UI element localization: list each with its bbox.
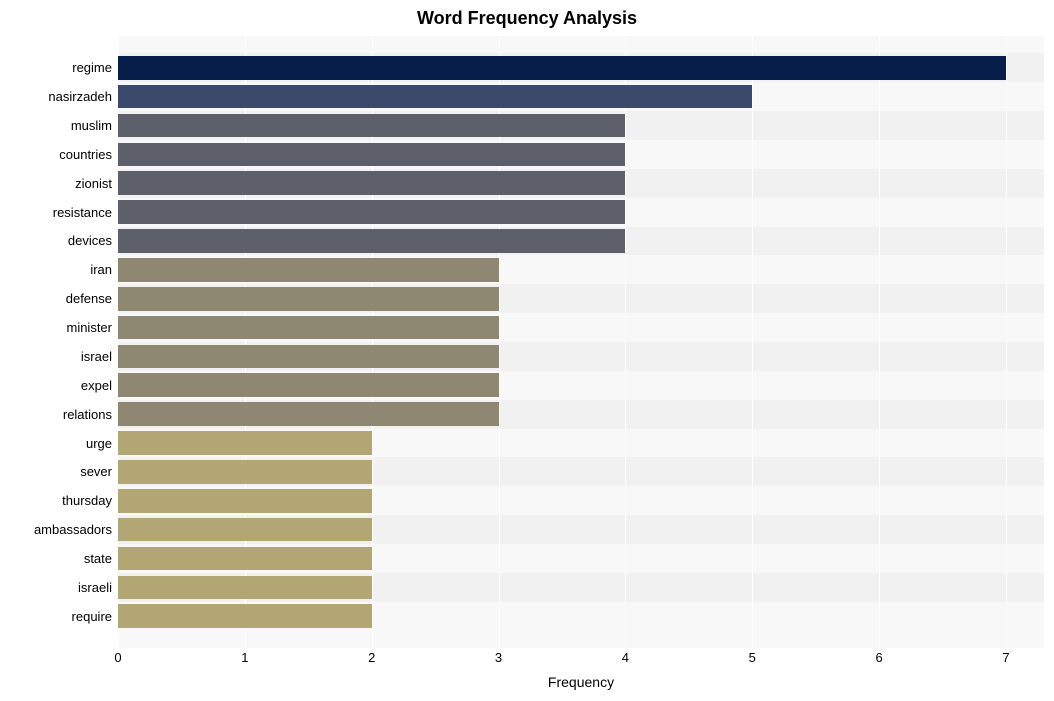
- y-tick-label: israel: [81, 349, 112, 364]
- x-gridline: [752, 36, 753, 648]
- bar: [118, 518, 372, 542]
- bar: [118, 345, 499, 369]
- bar: [118, 576, 372, 600]
- y-tick-label: expel: [81, 378, 112, 393]
- x-tick-label: 7: [1002, 650, 1009, 665]
- bar: [118, 316, 499, 340]
- y-tick-label: zionist: [75, 176, 112, 191]
- bar: [118, 200, 625, 224]
- y-tick-label: iran: [90, 262, 112, 277]
- bar: [118, 431, 372, 455]
- bar: [118, 287, 499, 311]
- x-tick-label: 4: [622, 650, 629, 665]
- y-tick-label: sever: [80, 464, 112, 479]
- y-tick-label: defense: [66, 291, 112, 306]
- bar: [118, 402, 499, 426]
- x-tick-label: 6: [875, 650, 882, 665]
- bar: [118, 56, 1006, 80]
- y-tick-label: state: [84, 551, 112, 566]
- x-gridline: [625, 36, 626, 648]
- y-tick-label: ambassadors: [34, 522, 112, 537]
- x-tick-label: 3: [495, 650, 502, 665]
- x-gridline: [879, 36, 880, 648]
- plot-area: [118, 36, 1044, 648]
- x-axis-label: Frequency: [118, 674, 1044, 690]
- y-tick-label: countries: [59, 147, 112, 162]
- bar: [118, 85, 752, 109]
- chart-title: Word Frequency Analysis: [0, 8, 1054, 29]
- x-tick-label: 0: [114, 650, 121, 665]
- y-tick-label: israeli: [78, 580, 112, 595]
- bar: [118, 171, 625, 195]
- y-tick-label: minister: [66, 320, 112, 335]
- y-axis-labels: regime nasirzadeh muslim countries zionist re…: [0, 36, 112, 648]
- bar: [118, 604, 372, 628]
- x-tick-label: 5: [749, 650, 756, 665]
- y-tick-label: resistance: [53, 205, 112, 220]
- bar: [118, 258, 499, 282]
- x-axis: Frequency 01234567: [118, 650, 1044, 700]
- y-tick-label: relations: [63, 407, 112, 422]
- bar: [118, 143, 625, 167]
- y-tick-label: regime: [72, 60, 112, 75]
- bar: [118, 114, 625, 138]
- y-tick-label: devices: [68, 233, 112, 248]
- bar: [118, 489, 372, 513]
- y-tick-label: nasirzadeh: [48, 89, 112, 104]
- y-tick-label: require: [72, 609, 112, 624]
- bar: [118, 460, 372, 484]
- bar: [118, 547, 372, 571]
- y-tick-label: muslim: [71, 118, 112, 133]
- y-tick-label: urge: [86, 436, 112, 451]
- x-gridline: [1006, 36, 1007, 648]
- x-tick-label: 1: [241, 650, 248, 665]
- bar: [118, 373, 499, 397]
- x-tick-label: 2: [368, 650, 375, 665]
- bar: [118, 229, 625, 253]
- y-tick-label: thursday: [62, 493, 112, 508]
- word-frequency-chart: Word Frequency Analysis regime nasirzadeh…: [0, 0, 1054, 701]
